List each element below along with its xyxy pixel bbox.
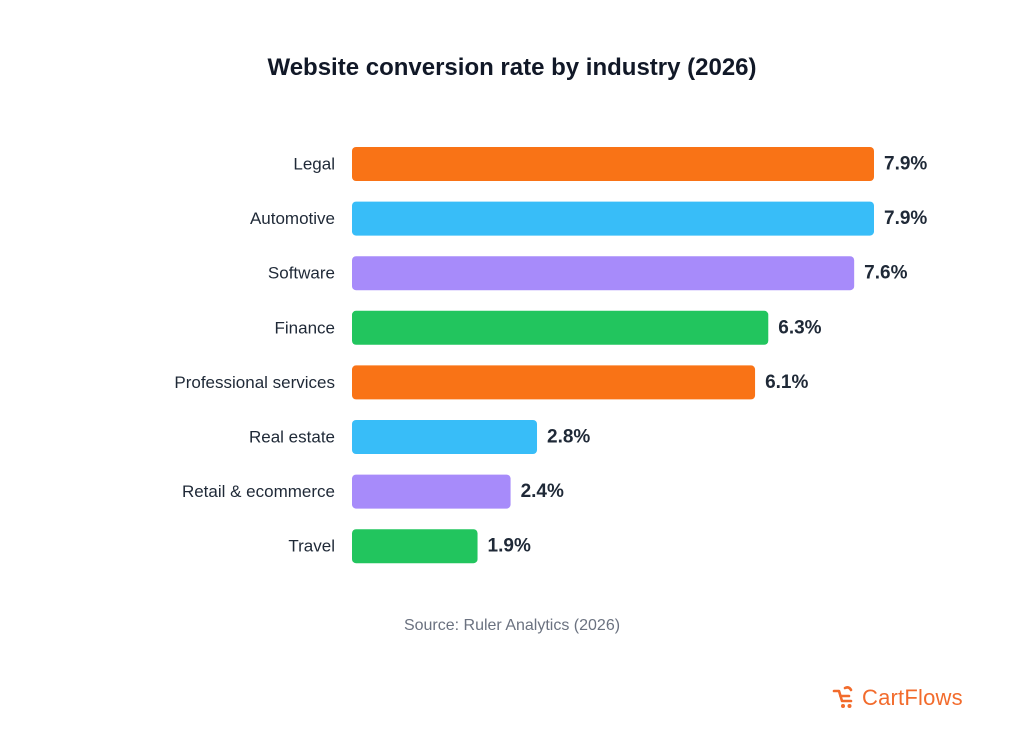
category-label: Automotive <box>250 209 335 228</box>
value-label: 6.3% <box>778 317 821 338</box>
category-label: Travel <box>288 537 335 556</box>
value-label: 7.9% <box>884 208 927 229</box>
cartflows-logo-icon <box>832 686 853 708</box>
value-label: 2.8% <box>547 427 590 448</box>
value-label: 7.6% <box>864 263 907 284</box>
brand-name: CartFlows <box>862 685 963 710</box>
value-label: 6.1% <box>765 372 808 393</box>
category-label: Finance <box>275 318 335 337</box>
value-label: 1.9% <box>488 536 531 557</box>
bar <box>352 201 874 236</box>
category-label: Software <box>268 264 335 283</box>
bars-group: Legal 7.9% Automotive 7.9% Software 7.6% Finan… <box>174 147 927 564</box>
chart-source: Source: Ruler Analytics (2026) <box>403 617 621 634</box>
chart-title: Website conversion rate by industry (202… <box>267 54 757 81</box>
value-label: 7.9% <box>884 154 927 175</box>
bar <box>352 256 855 291</box>
category-label: Real estate <box>249 428 335 447</box>
bar <box>352 529 478 564</box>
value-label: 2.4% <box>521 481 564 502</box>
bar <box>352 474 511 509</box>
bar <box>352 310 769 345</box>
bar <box>352 365 756 400</box>
bar <box>352 420 538 454</box>
brand-logo: CartFlows <box>830 683 963 713</box>
category-label: Retail & ecommerce <box>182 482 335 501</box>
category-label: Professional services <box>174 373 335 392</box>
category-label: Legal <box>293 155 335 174</box>
bar <box>352 147 874 181</box>
